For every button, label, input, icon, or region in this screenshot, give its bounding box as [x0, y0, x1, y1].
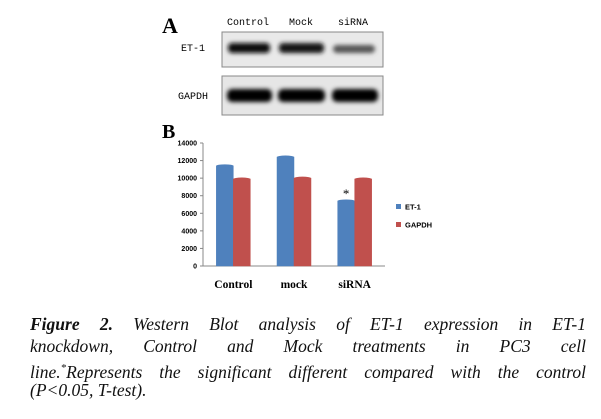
y-tick-label: 2000 [181, 246, 197, 253]
bar-cap [354, 177, 372, 181]
caption-line: Figure 2. Western Blot analysis of ET-1 … [30, 313, 586, 335]
annotation: * [343, 186, 350, 201]
lane-label: siRNA [338, 17, 368, 29]
caption-sup: * [60, 362, 67, 374]
y-tick-label: 6000 [181, 211, 197, 218]
x-tick-label: siRNA [338, 279, 371, 291]
caption-text: (P<0.05, T-test). [30, 380, 147, 400]
bar [293, 177, 312, 267]
caption-text: Western Blot analysis of ET-1 expression… [133, 314, 586, 334]
caption-text: knockdown, Control and Mock treatments i… [30, 336, 586, 356]
bar-cap [294, 176, 311, 180]
panel-label: A [162, 13, 178, 38]
panel-label: B [162, 121, 175, 143]
bar-cap [233, 177, 251, 181]
lane-label: Mock [289, 17, 313, 29]
y-tick-label: 12000 [178, 158, 198, 165]
figure: A Control Mock siRNA ET-1 GAPDH B 0 2000 4… [162, 13, 432, 291]
y-tick-label: 10000 [178, 176, 198, 183]
bar [276, 156, 295, 267]
bar [233, 178, 251, 267]
y-tick-label: 14000 [178, 141, 198, 148]
bar-cap [337, 199, 355, 203]
y-tick-label: 8000 [181, 193, 197, 200]
bar [216, 165, 234, 267]
legend-label: GAPDH [405, 221, 432, 230]
x-tick-label: Control [214, 279, 252, 291]
bar [354, 178, 372, 267]
x-tick-label: mock [281, 279, 308, 291]
caption-text: Represents the significant different com… [66, 361, 586, 382]
caption-line: (P<0.05, T-test). [30, 379, 586, 401]
lane-label: Control [227, 17, 269, 29]
legend-swatch [396, 222, 401, 227]
y-tick-label: 0 [193, 264, 197, 271]
legend-label: ET-1 [405, 203, 421, 212]
bar [337, 200, 355, 267]
blot-et1 [221, 31, 384, 68]
caption-text: line. [30, 361, 61, 382]
caption-line: knockdown, Control and Mock treatments i… [30, 335, 586, 357]
y-tick-label: 4000 [181, 228, 197, 235]
bar-cap [277, 155, 294, 159]
caption-line: line.*Represents the significant differe… [30, 357, 586, 383]
row-label: GAPDH [178, 92, 208, 103]
legend-swatch [396, 204, 401, 209]
blot-gapdh [221, 75, 384, 116]
bar-cap [216, 164, 234, 168]
row-label: ET-1 [181, 44, 205, 55]
caption-label: Figure 2. [30, 314, 113, 334]
